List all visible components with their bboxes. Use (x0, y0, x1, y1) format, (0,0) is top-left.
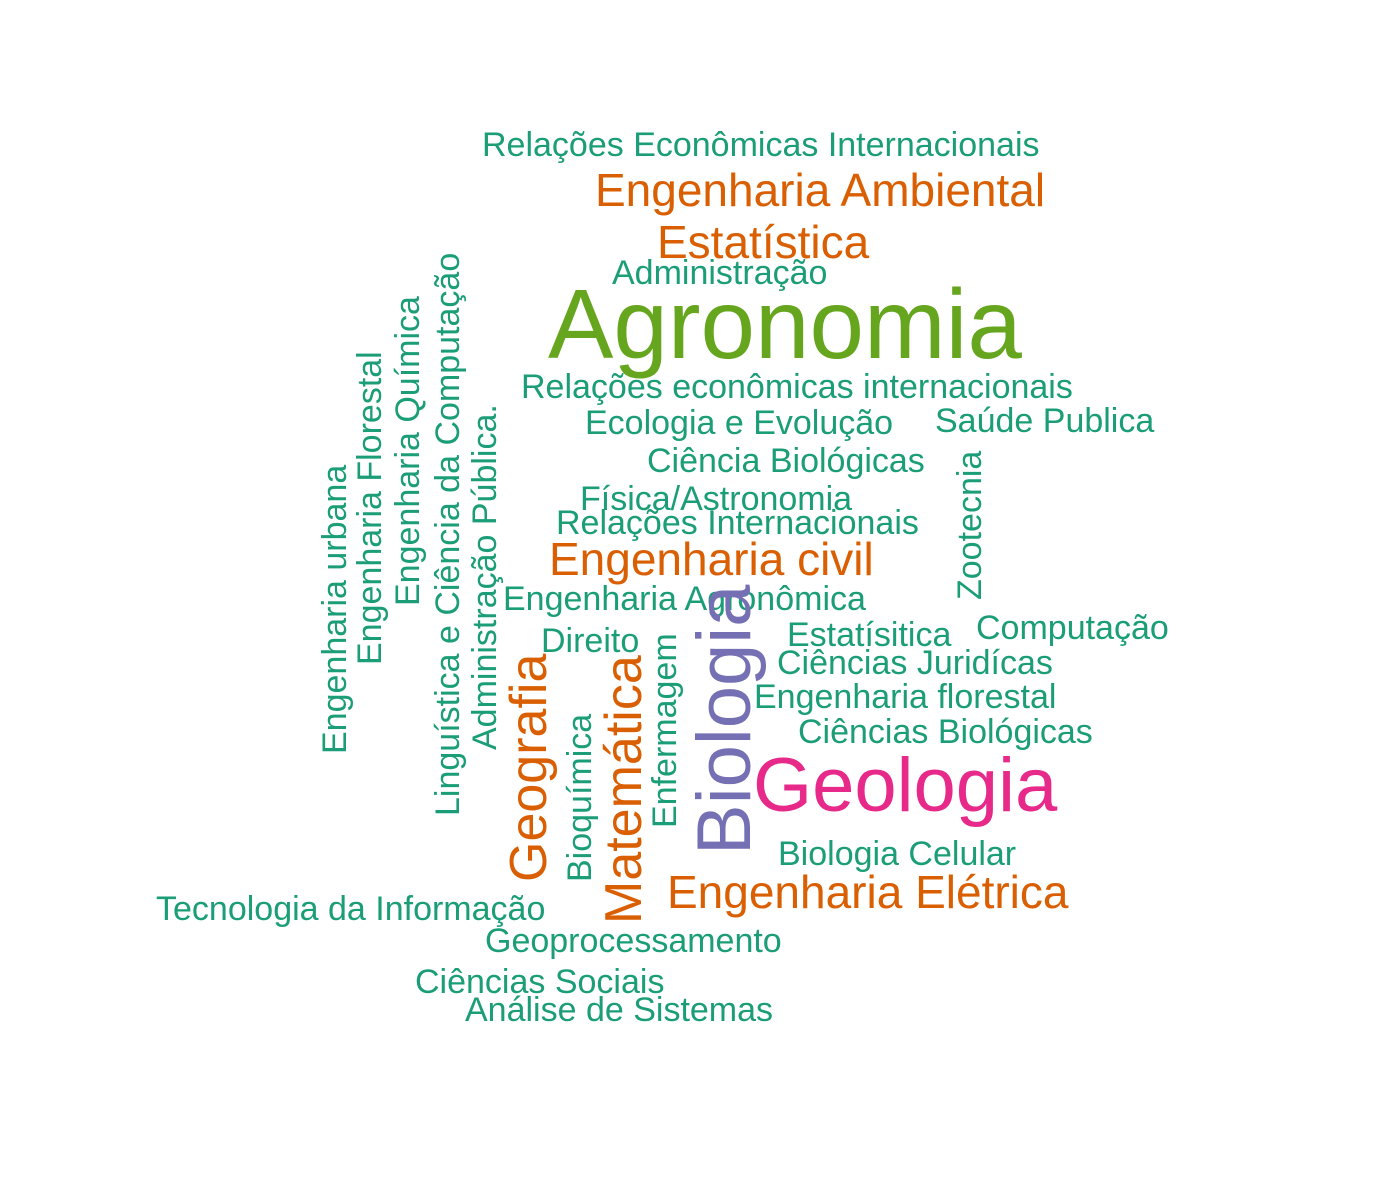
word-estatisitica: Estatísitica (787, 616, 952, 654)
word-ciencia-biologicas: Ciência Biológicas (647, 442, 925, 480)
word-engenharia-ambiental: Engenharia Ambiental (595, 164, 1046, 216)
word-saude-publica: Saúde Publica (935, 402, 1155, 440)
word-biologia-celular: Biologia Celular (778, 835, 1017, 873)
word-geografia: Geografia (500, 653, 558, 882)
word-relacoes-internacionais: Relações Internacionais (556, 504, 919, 542)
word-ciencias-biologicas: Ciências Biológicas (798, 713, 1093, 751)
word-engenharia-eletrica: Engenharia Elétrica (667, 866, 1069, 918)
word-estatistica: Estatística (657, 216, 870, 268)
word-biologia: Biologia (682, 584, 767, 855)
word-ecologia-e-evolucao: Ecologia e Evolução (585, 404, 894, 442)
word-agronomia: Agronomia (548, 269, 1022, 379)
word-engenharia-florestal: Engenharia Florestal (351, 351, 389, 665)
word-analise-de-sistemas: Análise de Sistemas (465, 991, 774, 1029)
word-engenharia-civil: Engenharia civil (549, 533, 874, 585)
word-matematica: Matemática (595, 655, 653, 924)
word-engenharia-quimica: Engenharia Química (389, 296, 427, 606)
word-zootecnia: Zootecnia (951, 450, 989, 600)
word-ciencias-sociais: Ciências Sociais (415, 963, 665, 1001)
word-engenharia-florestal-lower: Engenharia florestal (754, 678, 1057, 716)
word-bioquimica: Bioquímica (561, 713, 599, 882)
word-linguistica-e-ciencia-da-computacao: Linguística e Ciência da Computação (429, 252, 467, 816)
word-enfermagem: Enfermagem (646, 633, 684, 828)
word-engenharia-agronomica: Engenharia Agronômica (503, 580, 866, 618)
word-geoprocessamento: Geoprocessamento (485, 922, 782, 960)
word-administracao: Administração (612, 254, 828, 292)
word-direito: Direito (541, 622, 640, 660)
word-engenharia-urbana: Engenharia urbana (316, 464, 354, 754)
word-tecnologia-da-informacao: Tecnologia da Informação (156, 890, 546, 928)
word-relacoes-economicas-internacionais: Relações Econômicas Internacionais (482, 126, 1040, 164)
word-fisica-astronomia: Física/Astronomia (580, 480, 853, 518)
word-ciencias-juridicas: Ciências Juridícas (777, 644, 1053, 682)
word-administracao-publica: Administração Pública. (466, 404, 504, 750)
word-computacao: Computação (976, 609, 1169, 647)
word-geologia: Geologia (753, 743, 1058, 828)
word-relacoes-economicas-internacionais-lower: Relações econômicas internacionais (521, 368, 1073, 406)
